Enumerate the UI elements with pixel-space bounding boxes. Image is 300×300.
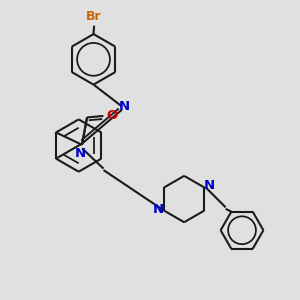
Text: O: O: [106, 110, 118, 122]
Text: Br: Br: [86, 10, 102, 23]
Text: N: N: [75, 147, 86, 160]
Text: N: N: [153, 202, 164, 216]
Text: N: N: [204, 179, 215, 193]
Text: N: N: [118, 100, 130, 113]
